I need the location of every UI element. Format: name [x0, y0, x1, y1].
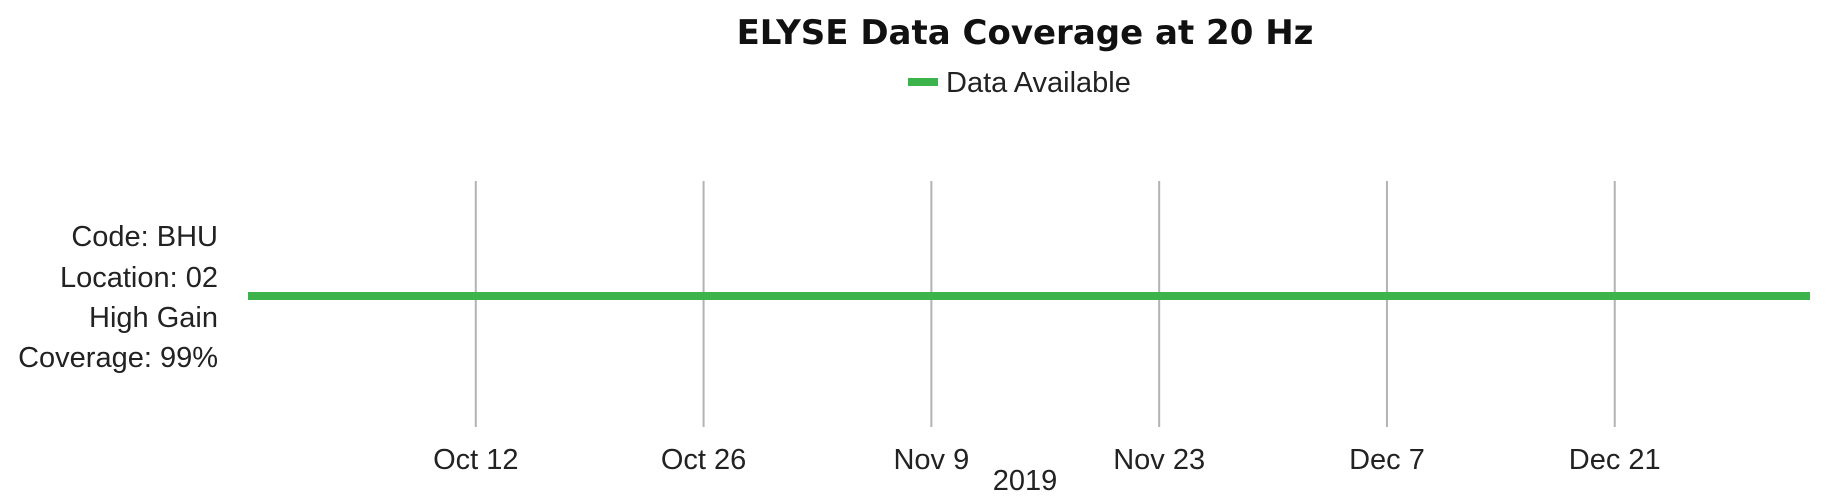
x-tick-label-3: Nov 9 — [893, 444, 969, 476]
x-tick-label-6: Dec 21 — [1569, 444, 1661, 476]
row-label-gain: High Gain — [89, 302, 218, 334]
row-label-location: Location: 02 — [60, 262, 218, 294]
chart-title: ELYSE Data Coverage at 20 Hz — [737, 13, 1314, 53]
coverage-series — [248, 292, 1810, 300]
x-axis-label: 2019 — [993, 465, 1058, 497]
gridlines — [474, 181, 1616, 427]
x-tick-labels: Oct 12 Oct 26 Nov 9 Nov 23 Dec 7 Dec 21 — [433, 444, 1661, 476]
row-label-coverage: Coverage: 99% — [18, 342, 218, 374]
x-tick-label-5: Dec 7 — [1349, 444, 1425, 476]
x-tick-label-4: Nov 23 — [1113, 444, 1205, 476]
legend: Data Available — [908, 67, 1131, 99]
coverage-segment-1-1 — [248, 292, 1810, 300]
legend-label-data-available: Data Available — [946, 67, 1131, 99]
x-tick-label-1: Oct 12 — [433, 444, 518, 476]
row-label-code: Code: BHU — [71, 221, 218, 253]
row-label: Code: BHU Location: 02 High Gain Coverag… — [18, 221, 218, 374]
x-tick-label-2: Oct 26 — [661, 444, 746, 476]
legend-swatch-data-available — [908, 78, 938, 86]
